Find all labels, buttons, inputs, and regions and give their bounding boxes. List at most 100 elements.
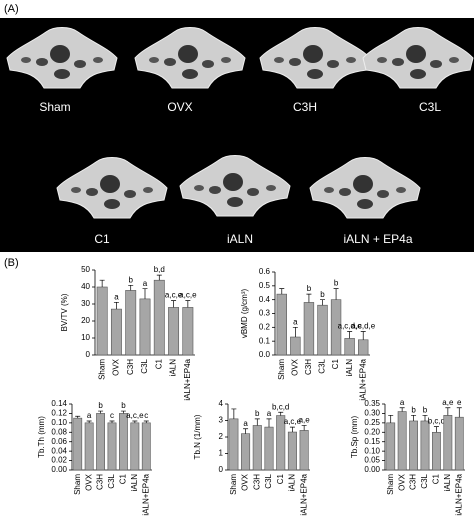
x-tick-label: iALN+EP4a [358,358,367,400]
sample-label: C1 [94,232,110,246]
y-axis-label: Tb.N (1/mm) [193,414,202,459]
y-tick-label: 0.14 [51,399,67,408]
x-tick-label: iALN+EP4a [141,473,150,515]
x-tick-label: OVX [241,473,250,491]
bar [96,286,108,356]
bar [358,339,369,356]
sample-label: C3H [293,100,317,114]
y-tick-label: 0.10 [364,446,380,455]
error-bar [433,426,439,433]
x-tick-label: iALN+EP4a [299,473,308,515]
y-tick-label: 20 [81,316,90,325]
y-tick-label: 0.20 [364,427,380,436]
significance-label: a [143,279,148,288]
sample-label: OVX [167,100,192,114]
significance-label: c [144,411,148,420]
x-tick-label: Sham [73,474,82,495]
panel-label: (A) [4,3,19,15]
y-tick-label: 0.35 [364,399,380,408]
y-tick-label: 0.6 [259,267,271,276]
error-bar [231,408,237,419]
significance-label: b [128,275,133,284]
bar [409,420,418,471]
x-tick-label: C3H [126,359,135,375]
significance-label: a,c,e [284,417,302,426]
y-tick-label: 0.30 [364,409,380,418]
x-tick-label: C1 [276,473,285,484]
error-bar [132,420,138,423]
bar [241,433,251,471]
error-bar [456,407,462,418]
error-bar [142,288,148,299]
x-tick-label: C1 [432,473,441,484]
bar [252,425,262,471]
bar [84,422,94,471]
x-tick-label: iALN [443,474,452,492]
x-tick-label: Sham [97,359,106,380]
y-tick-label: 50 [81,265,90,274]
y-tick-label: 0.3 [259,309,271,318]
x-tick-label: C1 [331,358,340,369]
significance-label: a,c,e [179,291,197,300]
error-bar [75,415,81,419]
bar [264,426,274,471]
error-bar [98,410,104,414]
error-bar [306,293,312,303]
error-bar [292,326,298,338]
y-tick-label: 0.08 [51,427,67,436]
y-axis-label: BV/TV (%) [60,293,69,331]
x-tick-label: Sham [277,359,286,380]
error-bar [109,420,115,423]
sample-label: Sham [39,100,70,114]
x-tick-label: C3H [304,359,313,375]
x-tick-label: iALN [130,474,139,492]
bar [420,420,430,471]
error-bar [411,414,417,421]
bar [139,298,151,356]
significance-label: b [411,405,416,414]
error-bar [320,299,325,306]
error-bar [279,288,285,295]
x-tick-label: C1 [154,358,163,369]
x-tick-label: C3H [409,474,418,490]
y-tick-label: 0.05 [364,456,380,465]
bar [386,422,396,471]
y-tick-label: 2 [219,432,224,441]
y-tick-label: 0.10 [51,418,67,427]
significance-label: a,c,d,e [338,322,363,331]
error-bar [333,288,339,300]
error-bar [266,418,272,428]
bar [110,308,122,356]
error-bar [445,407,451,416]
bar [168,307,180,356]
y-tick-label: 10 [81,333,90,342]
significance-label: e [457,398,462,407]
significance-label: b [255,409,260,418]
y-tick-label: 0 [86,350,91,359]
x-tick-label: Sham [386,474,395,495]
y-tick-label: 0.12 [51,409,67,418]
error-bar [360,331,366,340]
bar [454,416,464,471]
error-bar [254,418,260,426]
significance-label: a [87,411,92,420]
panel-label: (B) [4,257,19,269]
error-bar [278,411,284,416]
error-bar [120,410,126,414]
x-tick-label: C1 [119,473,128,484]
error-bar [113,301,119,310]
bar [317,304,328,356]
bar [73,417,83,471]
significance-label: b [121,401,126,410]
significance-label: b,c,d [428,417,445,426]
significance-label: a [267,409,272,418]
x-tick-label: C3H [252,474,261,490]
error-bar [301,425,307,431]
error-bar [156,274,162,281]
bar [397,411,407,471]
error-bar [128,284,134,291]
error-bar [388,414,394,423]
bar [96,413,105,471]
y-tick-label: 0.04 [51,446,67,455]
